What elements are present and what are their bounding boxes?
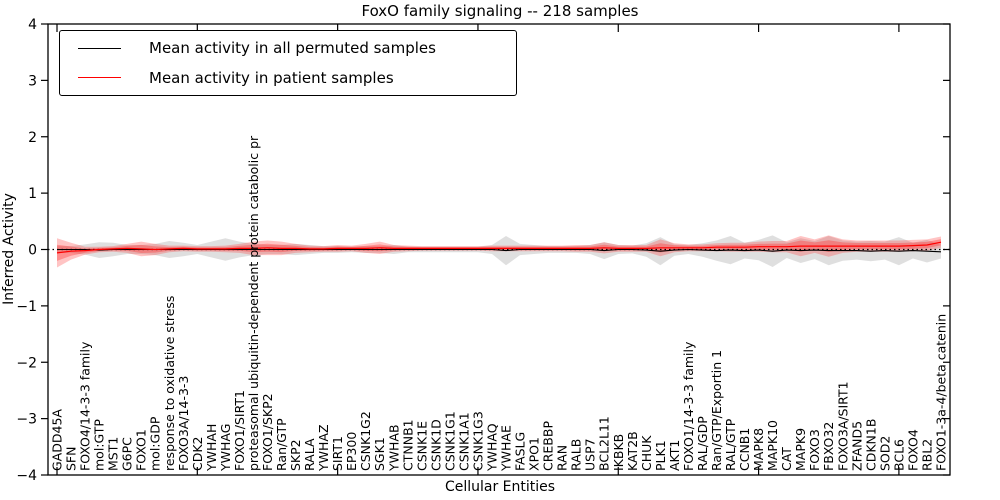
legend-line-patient bbox=[78, 77, 121, 79]
x-entity-label: YWHAG bbox=[218, 424, 233, 472]
x-entity-label: FOXO1 bbox=[134, 429, 149, 471]
x-entity-label: CSNK1G2 bbox=[358, 411, 373, 471]
x-entity-label: FOXO3 bbox=[807, 429, 822, 471]
x-entity-label: MAPK9 bbox=[793, 428, 808, 471]
x-entity-label: CDKN1B bbox=[863, 419, 878, 471]
x-entity-label: MAPK8 bbox=[751, 428, 766, 471]
x-entity-label: CSNK1G1 bbox=[442, 411, 457, 471]
x-entity-label: RAN bbox=[555, 445, 570, 471]
x-entity-label: RAL/GTP bbox=[723, 418, 738, 471]
x-entity-label: mol:GTP bbox=[92, 419, 107, 471]
x-entity-label: FOXO3A/SIRT1 bbox=[835, 381, 850, 471]
legend-label-permuted: Mean activity in all permuted samples bbox=[149, 39, 436, 58]
legend-entry-permuted: Mean activity in all permuted samples bbox=[60, 34, 516, 62]
x-entity-label: RAL/GDP bbox=[695, 416, 710, 471]
x-entity-label: MST1 bbox=[106, 437, 121, 471]
x-axis-label: Cellular Entities bbox=[444, 479, 556, 495]
y-tick-label: 0 bbox=[28, 243, 37, 259]
x-entity-label: RALA bbox=[302, 438, 317, 471]
x-entity-label: XPO1 bbox=[527, 437, 542, 471]
x-entity-label: CCNB1 bbox=[737, 428, 752, 471]
x-entity-label: CAT bbox=[779, 447, 794, 471]
x-entity-label: CSNK1A1 bbox=[456, 412, 471, 471]
patient-band-outer bbox=[57, 235, 941, 268]
x-entity-label: CSNK1G3 bbox=[471, 411, 486, 471]
x-entity-label: FOXO4/14-3-3 family bbox=[78, 341, 93, 471]
x-entity-label: YWHAE bbox=[499, 425, 514, 472]
x-entity-label: FOXO4 bbox=[905, 429, 920, 471]
x-entity-label: USP7 bbox=[583, 438, 598, 471]
x-entity-label: RALB bbox=[569, 439, 584, 471]
x-entity-label: FOXO1/SKP2 bbox=[260, 393, 275, 471]
x-entity-label: CHUK bbox=[639, 435, 654, 471]
x-entity-label: SKP2 bbox=[288, 439, 303, 471]
x-entity-label: BCL6 bbox=[891, 439, 906, 471]
x-entity-label: AKT1 bbox=[667, 440, 682, 471]
x-entity-label: CTNNB1 bbox=[400, 419, 415, 471]
x-entity-label: SGK1 bbox=[372, 437, 387, 471]
x-entity-label: MAPK10 bbox=[765, 420, 780, 471]
x-entity-label: proteasomal ubiquitin-dependent protein … bbox=[246, 135, 261, 471]
x-entity-label: EP300 bbox=[344, 432, 359, 471]
permuted-band bbox=[57, 235, 941, 267]
x-entity-label: YWHAB bbox=[386, 424, 401, 472]
x-entity-label: YWHAZ bbox=[316, 424, 331, 472]
x-entity-label: Ran/GTP bbox=[274, 418, 289, 471]
x-entity-label: CDK2 bbox=[190, 436, 205, 471]
x-entity-label: FOXO1/14-3-3 family bbox=[681, 341, 696, 471]
chart-title: FoxO family signaling -- 218 samples bbox=[361, 2, 639, 20]
x-entity-label: response to oxidative stress bbox=[162, 296, 177, 471]
y-tick-label: −3 bbox=[16, 412, 37, 428]
x-entity-label: ZFAND5 bbox=[849, 421, 864, 471]
x-entity-label: FOXO1/SIRT1 bbox=[232, 390, 247, 471]
x-entity-label: SFN bbox=[64, 447, 79, 471]
x-entity-label: FBXO32 bbox=[821, 422, 836, 471]
x-entity-label: FOXO3A/14-3-3 bbox=[176, 376, 191, 471]
y-tick-label: −1 bbox=[16, 299, 37, 315]
y-tick-label: −4 bbox=[16, 468, 37, 484]
legend-label-patient: Mean activity in patient samples bbox=[149, 68, 394, 87]
x-entity-label: G6PC bbox=[120, 437, 135, 471]
x-entity-label: YWHAH bbox=[204, 424, 219, 472]
legend-line-permuted bbox=[78, 47, 121, 49]
y-tick-label: −2 bbox=[16, 355, 37, 371]
y-tick-label: 1 bbox=[28, 186, 37, 202]
x-entity-label: SIRT1 bbox=[330, 436, 345, 471]
x-entity-label: CSNK1D bbox=[428, 419, 443, 471]
y-tick-label: 4 bbox=[28, 17, 37, 33]
x-entity-label: PLK1 bbox=[653, 440, 668, 471]
legend-entry-patient: Mean activity in patient samples bbox=[60, 64, 516, 92]
x-entity-label: RBL2 bbox=[920, 439, 935, 471]
x-entity-label: BCL2L11 bbox=[597, 416, 612, 471]
x-entity-label: GADD45A bbox=[50, 409, 65, 471]
x-entity-label: FOXO1-3a-4/beta catenin bbox=[934, 314, 949, 471]
x-entity-label: CSNK1E bbox=[414, 421, 429, 471]
x-entity-label: YWHAQ bbox=[485, 423, 500, 472]
x-entity-label: SOD2 bbox=[877, 436, 892, 471]
y-axis-label: Inferred Activity bbox=[1, 193, 17, 305]
x-entity-label: FASLG bbox=[513, 432, 528, 471]
x-entity-label: CREBBP bbox=[541, 421, 556, 471]
legend-box: Mean activity in all permuted samples Me… bbox=[59, 30, 517, 96]
x-entity-label: mol:GDP bbox=[148, 416, 163, 471]
patient-band-inner bbox=[57, 239, 941, 261]
x-entity-label: KAT2B bbox=[625, 431, 640, 471]
x-entity-label: IKBKB bbox=[611, 434, 626, 471]
y-tick-label: 2 bbox=[28, 130, 37, 146]
y-tick-label: 3 bbox=[28, 73, 37, 89]
x-entity-label: Ran/GTP/Exportin 1 bbox=[709, 350, 724, 471]
patient-mean-line bbox=[56, 241, 942, 254]
